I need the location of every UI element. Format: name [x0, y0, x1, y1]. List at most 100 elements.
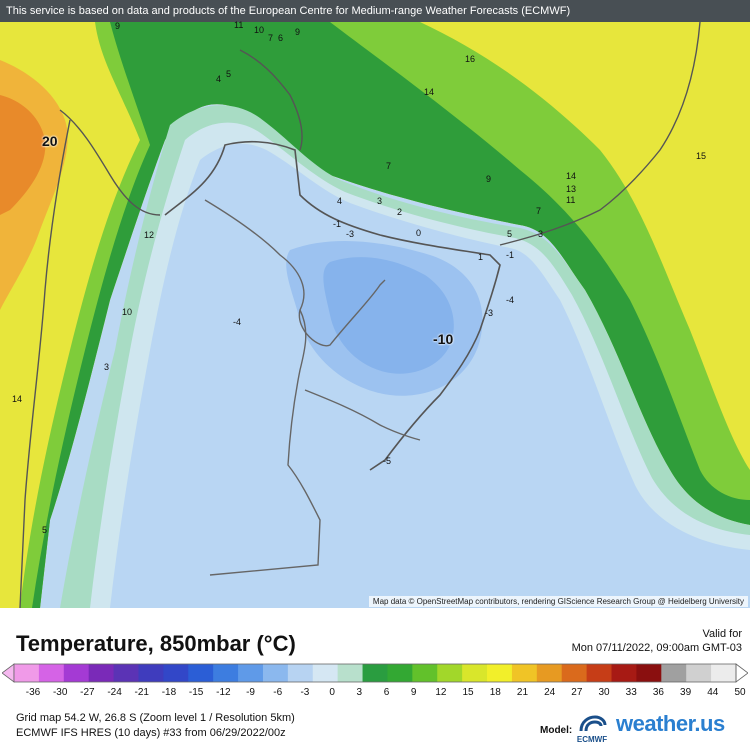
- contour-label: 7: [386, 161, 392, 171]
- colorbar-tick-label: -9: [246, 687, 255, 698]
- colorbar-swatch: [63, 664, 90, 682]
- colorbar-swatch: [213, 664, 239, 682]
- colorbar-swatch: [487, 664, 513, 682]
- contour-label-major: -10: [433, 331, 454, 347]
- colorbar-tick-label: 24: [544, 687, 556, 698]
- colorbar-swatch: [561, 664, 588, 682]
- contour-label: 15: [696, 151, 707, 161]
- contour-label: 7: [536, 206, 542, 216]
- map-attribution[interactable]: Map data © OpenStreetMap contributors, r…: [368, 596, 748, 607]
- colorbar-swatch: [437, 664, 463, 682]
- colorbar-tick-label: 33: [625, 687, 637, 698]
- contour-label: 4: [337, 196, 343, 206]
- contour-label: 6: [278, 33, 284, 43]
- colorbar-swatch: [238, 664, 264, 682]
- contour-label: 2: [397, 207, 403, 217]
- colorbar-tick-label: -6: [273, 687, 283, 698]
- colorbar-min-arrow: [2, 663, 15, 683]
- colorbar-tick-label: 18: [489, 687, 501, 698]
- colorbar-swatch: [287, 664, 314, 682]
- contour-label: 5: [507, 229, 513, 239]
- weather-us-logo[interactable]: weather.us: [616, 711, 725, 736]
- map-canvas: [0, 21, 750, 608]
- contour-label: 12: [144, 230, 155, 240]
- contour-label: -1: [506, 250, 515, 260]
- colorbar-tick-label: -18: [161, 687, 177, 698]
- contour-label: 10: [122, 307, 133, 317]
- colorbar-swatch: [138, 664, 164, 682]
- colorbar-swatch: [711, 664, 737, 682]
- contour-label: -4: [506, 295, 515, 305]
- temperature-map[interactable]: This service is based on data and produc…: [0, 0, 750, 608]
- model-label: Model:: [540, 725, 573, 736]
- colorbar-tick-label: -27: [80, 687, 95, 698]
- valid-time: Mon 07/11/2022, 09:00am GMT-03: [571, 642, 742, 654]
- colorbar-swatch: [362, 664, 388, 682]
- contour-label: 10: [254, 25, 265, 35]
- colorbar-swatch: [412, 664, 438, 682]
- colorbar-tick-label: -3: [300, 687, 310, 698]
- contour-label: 9: [115, 21, 121, 31]
- colorbar-swatch: [262, 664, 289, 682]
- colorbar-tick-label: -24: [107, 687, 122, 698]
- colorbar-tick-label: -15: [188, 687, 204, 698]
- colorbar-tick-label: 12: [435, 687, 447, 698]
- colorbar-tick-label: 0: [329, 687, 335, 698]
- map-title: Temperature, 850mbar (°C): [16, 631, 296, 656]
- grid-info: Grid map 54.2 W, 26.8 S (Zoom level 1 / …: [16, 712, 295, 724]
- colorbar-swatch: [113, 664, 139, 682]
- colorbar-swatch: [586, 664, 613, 682]
- colorbar-tick-label: 39: [680, 687, 692, 698]
- contour-label: -5: [383, 456, 392, 466]
- contour-label: 9: [486, 174, 492, 184]
- contour-label: 14: [12, 394, 23, 404]
- contour-label: 3: [104, 362, 110, 372]
- colorbar-swatch: [636, 664, 662, 682]
- colorbar-tick-label: 15: [462, 687, 474, 698]
- colorbar-swatch: [312, 664, 339, 682]
- ecmwf-logo-icon: [579, 715, 607, 732]
- colorbar-tick-label: -12: [216, 687, 231, 698]
- colorbar-tick-label: 3: [356, 687, 363, 698]
- legend-panel: Temperature, 850mbar (°C) Valid for Mon …: [0, 608, 750, 750]
- colorbar-swatch: [511, 664, 538, 682]
- contour-label: 5: [226, 69, 232, 79]
- ecmwf-attribution-banner: This service is based on data and produc…: [0, 0, 750, 22]
- contour-label: -4: [233, 317, 242, 327]
- colorbar-tick-label: 44: [707, 687, 719, 698]
- contour-label: 13: [566, 184, 577, 194]
- colorbar-swatch: [88, 664, 115, 682]
- colorbar-swatch: [462, 664, 488, 682]
- run-info: ECMWF IFS HRES (10 days) #33 from 06/29/…: [16, 727, 286, 739]
- colorbar-swatch: [38, 664, 65, 682]
- contour-label: 5: [42, 525, 48, 535]
- colorbar-swatch: [686, 664, 712, 682]
- temperature-colorbar: [2, 663, 748, 683]
- contour-label: 1: [478, 252, 484, 262]
- contour-label: -3: [346, 229, 355, 239]
- contour-label: 0: [416, 228, 422, 238]
- contour-label: 7: [268, 33, 274, 43]
- colorbar-tick-label: 6: [383, 687, 390, 698]
- ecmwf-logo-text: ECMWF: [576, 735, 608, 744]
- colorbar-tick-label: -36: [25, 687, 41, 698]
- colorbar-swatch: [337, 664, 364, 682]
- colorbar-frame: [13, 663, 737, 683]
- contour-label: 4: [216, 74, 222, 84]
- colorbar-tick-label: 30: [598, 687, 610, 698]
- contour-label: 11: [234, 20, 244, 30]
- colorbar-swatch: [163, 664, 189, 682]
- contour-label: 11: [566, 195, 576, 205]
- contour-label: 3: [377, 196, 383, 206]
- colorbar-swatch: [188, 664, 214, 682]
- contour-label: 16: [465, 54, 476, 64]
- colorbar-tick-label: 21: [516, 687, 529, 698]
- colorbar-tick-label: 27: [571, 687, 583, 698]
- colorbar-max-arrow: [735, 663, 748, 683]
- contour-label: 3: [538, 229, 544, 239]
- colorbar-tick-label: 9: [410, 687, 417, 698]
- colorbar-swatch: [14, 664, 40, 682]
- valid-for-label: Valid for: [702, 628, 742, 640]
- colorbar-swatch: [661, 664, 687, 682]
- ecmwf-logo: ECMWF: [575, 713, 609, 747]
